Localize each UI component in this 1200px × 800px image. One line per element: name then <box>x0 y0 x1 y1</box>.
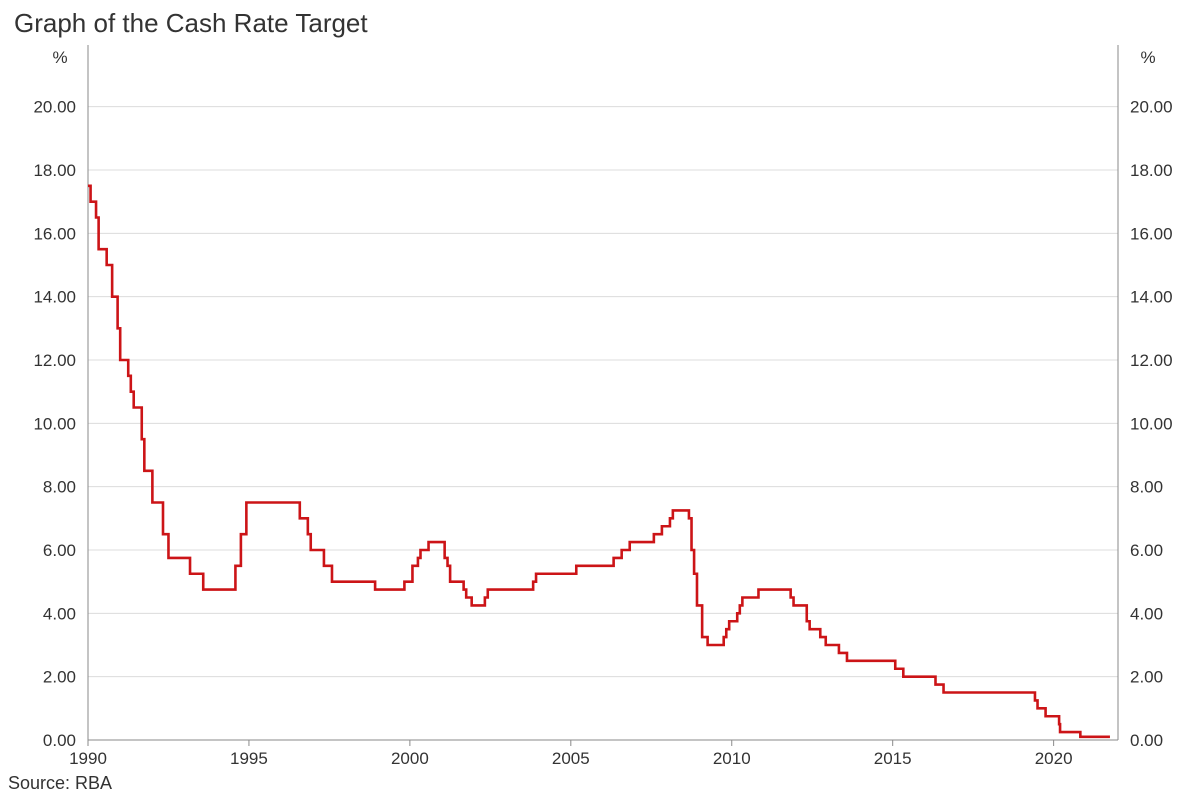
y-tick-label-right: 18.00 <box>1130 161 1173 180</box>
y-tick-label-right: 8.00 <box>1130 478 1163 497</box>
y-tick-label-right: 20.00 <box>1130 98 1173 117</box>
x-tick-label: 2010 <box>713 749 751 768</box>
y-axis-unit-right: % <box>1140 48 1155 67</box>
y-tick-label-right: 2.00 <box>1130 668 1163 687</box>
y-tick-label-left: 14.00 <box>33 288 76 307</box>
line-chart: 0.00 0.00 2.00 2.00 4.00 4.00 6.00 6.00 8.00 8.00… <box>0 0 1200 800</box>
y-tick-label-left: 2.00 <box>43 668 76 687</box>
x-tick-label: 2015 <box>874 749 912 768</box>
x-tick-label: 2000 <box>391 749 429 768</box>
y-tick-label-left: 8.00 <box>43 478 76 497</box>
y-tick-label-left: 0.00 <box>43 731 76 750</box>
y-tick-label-left: 20.00 <box>33 98 76 117</box>
y-tick-label-right: 0.00 <box>1130 731 1163 750</box>
y-tick-label-left: 18.00 <box>33 161 76 180</box>
chart-source: Source: RBA <box>8 773 112 794</box>
y-tick-label-right: 12.00 <box>1130 351 1173 370</box>
y-tick-label-right: 14.00 <box>1130 288 1173 307</box>
x-tick-label: 1995 <box>230 749 268 768</box>
y-tick-label-right: 16.00 <box>1130 224 1173 243</box>
y-tick-label-left: 6.00 <box>43 541 76 560</box>
y-tick-label-left: 4.00 <box>43 604 76 623</box>
y-tick-label-left: 16.00 <box>33 224 76 243</box>
x-tick-label: 1990 <box>69 749 107 768</box>
y-tick-label-right: 6.00 <box>1130 541 1163 560</box>
cash-rate-line <box>88 186 1110 737</box>
y-axis-unit-left: % <box>52 48 67 67</box>
y-tick-label-left: 12.00 <box>33 351 76 370</box>
y-tick-label-right: 4.00 <box>1130 604 1163 623</box>
x-tick-label: 2005 <box>552 749 590 768</box>
x-tick-label: 2020 <box>1035 749 1073 768</box>
y-tick-label-left: 10.00 <box>33 414 76 433</box>
y-tick-label-right: 10.00 <box>1130 414 1173 433</box>
